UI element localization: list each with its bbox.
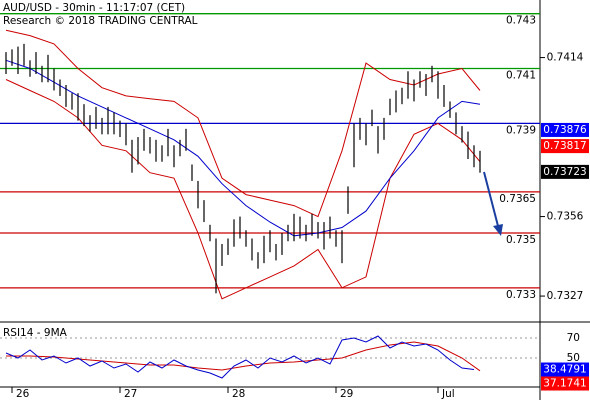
forecast-arrowhead xyxy=(493,224,503,236)
y-tick-label: 0.7414 xyxy=(547,52,584,64)
x-tick-label: 27 xyxy=(124,388,137,400)
rsi-tick-label: 50 xyxy=(567,352,580,364)
level-label: 0.7365 xyxy=(499,193,536,205)
rsi-title: RSI14 - 9MA xyxy=(3,327,68,339)
rsi-marker xyxy=(541,362,589,377)
x-tick-label: 26 xyxy=(16,388,30,400)
level-label: 0.739 xyxy=(506,124,536,136)
price-marker-label: 0.73876 xyxy=(543,124,587,136)
x-tick-label: 28 xyxy=(232,388,245,400)
rsi-line xyxy=(5,335,475,379)
price-marker xyxy=(541,122,589,137)
price-marker xyxy=(541,139,589,154)
plot-area: 0.7327 0.7356 0.7414 0.743 0.741 0.739 0.7365 0… xyxy=(0,13,589,400)
y-tick-label: 0.7356 xyxy=(547,211,584,223)
level-label: 0.733 xyxy=(506,289,536,301)
chart-title: AUD/USD - 30min - 11:17:07 (CET) xyxy=(3,2,185,14)
price-marker xyxy=(541,164,589,179)
price-marker-label: 0.73817 xyxy=(543,140,586,152)
x-tick-label: Jul xyxy=(441,388,455,400)
overlay-line xyxy=(5,79,481,300)
rsi-marker-label: 38.4791 xyxy=(543,364,586,376)
rsi-marker-label: 37.1741 xyxy=(543,378,586,390)
overlay-line xyxy=(5,59,481,237)
overlay-line xyxy=(5,29,481,218)
price-marker-label: 0.73723 xyxy=(543,166,586,178)
level-label: 0.743 xyxy=(506,15,536,27)
x-tick-label: 29 xyxy=(340,388,353,400)
rsi-tick-label: 70 xyxy=(567,332,580,344)
level-label: 0.741 xyxy=(506,70,536,82)
y-tick-label: 0.7327 xyxy=(547,290,584,302)
level-label: 0.735 xyxy=(506,234,536,246)
chart-subtitle: Research © 2018 TRADING CENTRAL xyxy=(3,15,198,27)
rsi-marker xyxy=(541,376,589,391)
forecast-arrow xyxy=(483,171,499,227)
